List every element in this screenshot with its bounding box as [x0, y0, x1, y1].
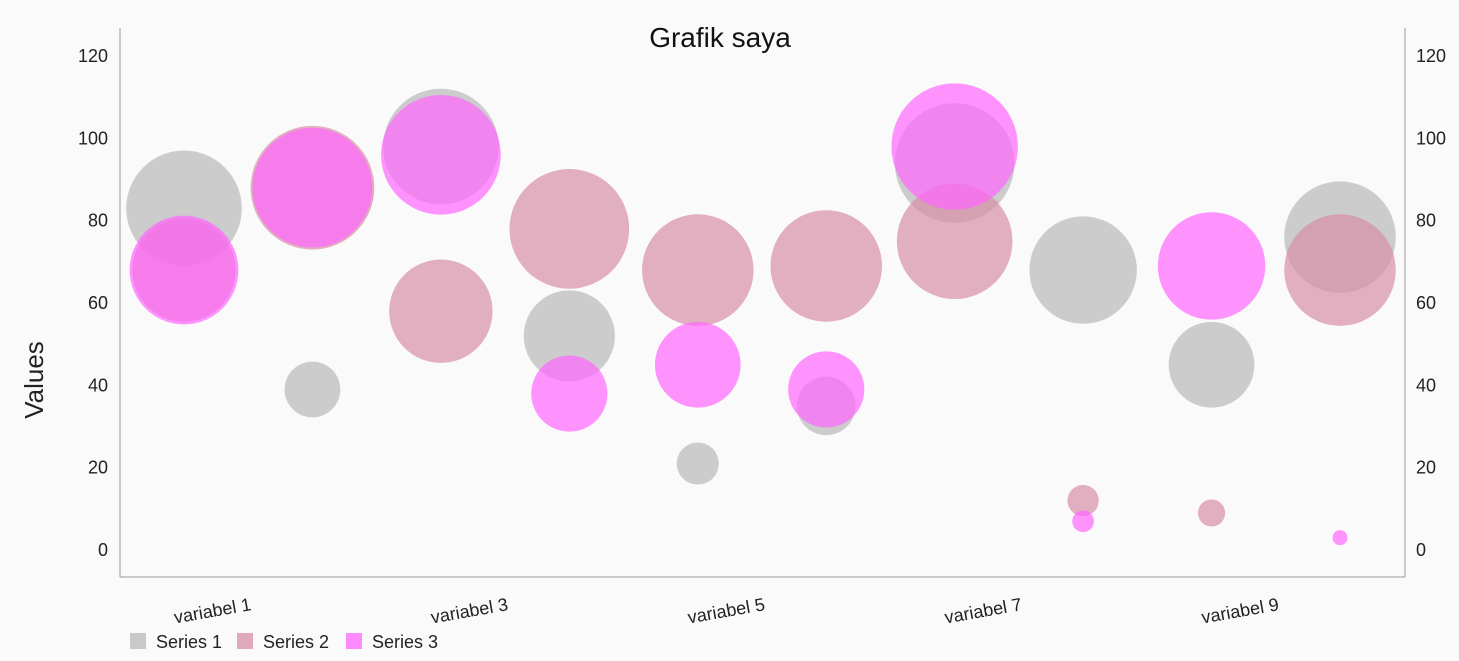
- bubble-point: [1157, 212, 1266, 320]
- bubble-point: [252, 127, 373, 248]
- legend-item: Series 3: [346, 632, 438, 652]
- bubble-point: [523, 290, 615, 382]
- bubble-point: [676, 442, 719, 485]
- bubbles: [126, 83, 1396, 546]
- bubble-point: [129, 215, 239, 325]
- y-tick-label-left: 40: [88, 375, 108, 395]
- bubble-point: [1284, 214, 1396, 326]
- chart-title: Grafik saya: [649, 22, 791, 53]
- legend-item: Series 1: [130, 632, 222, 652]
- legend-label: Series 2: [263, 632, 329, 652]
- y-tick-label-left: 0: [98, 540, 108, 560]
- y-tick-label-left: 100: [78, 128, 108, 148]
- legend-swatch: [130, 633, 146, 649]
- y-tick-label-left: 80: [88, 211, 108, 231]
- bubble-point: [654, 321, 741, 408]
- bubble-point: [642, 214, 754, 326]
- bubble-point: [1332, 530, 1348, 546]
- bubble-point: [1168, 321, 1255, 408]
- y-tick-label-right: 40: [1416, 375, 1436, 395]
- y-tick-label-right: 0: [1416, 540, 1426, 560]
- bubble-point: [531, 355, 608, 432]
- legend: Series 1 Series 2 Series 3: [130, 632, 438, 652]
- y-tick-label-left: 60: [88, 293, 108, 313]
- bubble-point: [1067, 484, 1099, 517]
- bubble-point: [381, 94, 501, 215]
- bubble-point: [284, 361, 341, 418]
- y-tick-label-right: 60: [1416, 293, 1436, 313]
- bubble-point: [1072, 510, 1094, 533]
- bubble-point: [896, 183, 1013, 300]
- legend-swatch: [237, 633, 253, 649]
- bubble-point: [509, 169, 630, 289]
- bubble-point: [1197, 499, 1226, 527]
- legend-label: Series 1: [156, 632, 222, 652]
- bubble-point: [389, 259, 493, 363]
- legend-swatch: [346, 633, 362, 649]
- bubble-point: [891, 83, 1018, 210]
- y-tick-label-right: 100: [1416, 128, 1446, 148]
- y-tick-label-left: 20: [88, 458, 108, 478]
- bubble-point: [788, 351, 865, 428]
- axes: 0 0 20 20 40 40 60 60 80 80 100 100 120 120: [78, 28, 1446, 578]
- bubble-point: [1029, 216, 1137, 324]
- bubble-point: [770, 210, 882, 322]
- legend-item: Series 2: [237, 632, 329, 652]
- y-tick-label-right: 20: [1416, 458, 1436, 478]
- y-tick-label-right: 80: [1416, 211, 1436, 231]
- y-tick-label-left: 120: [78, 46, 108, 66]
- y-tick-label-right: 120: [1416, 46, 1446, 66]
- legend-label: Series 3: [372, 632, 438, 652]
- y-axis-title: Values: [19, 341, 49, 419]
- series-3-bubbles: [129, 83, 1348, 546]
